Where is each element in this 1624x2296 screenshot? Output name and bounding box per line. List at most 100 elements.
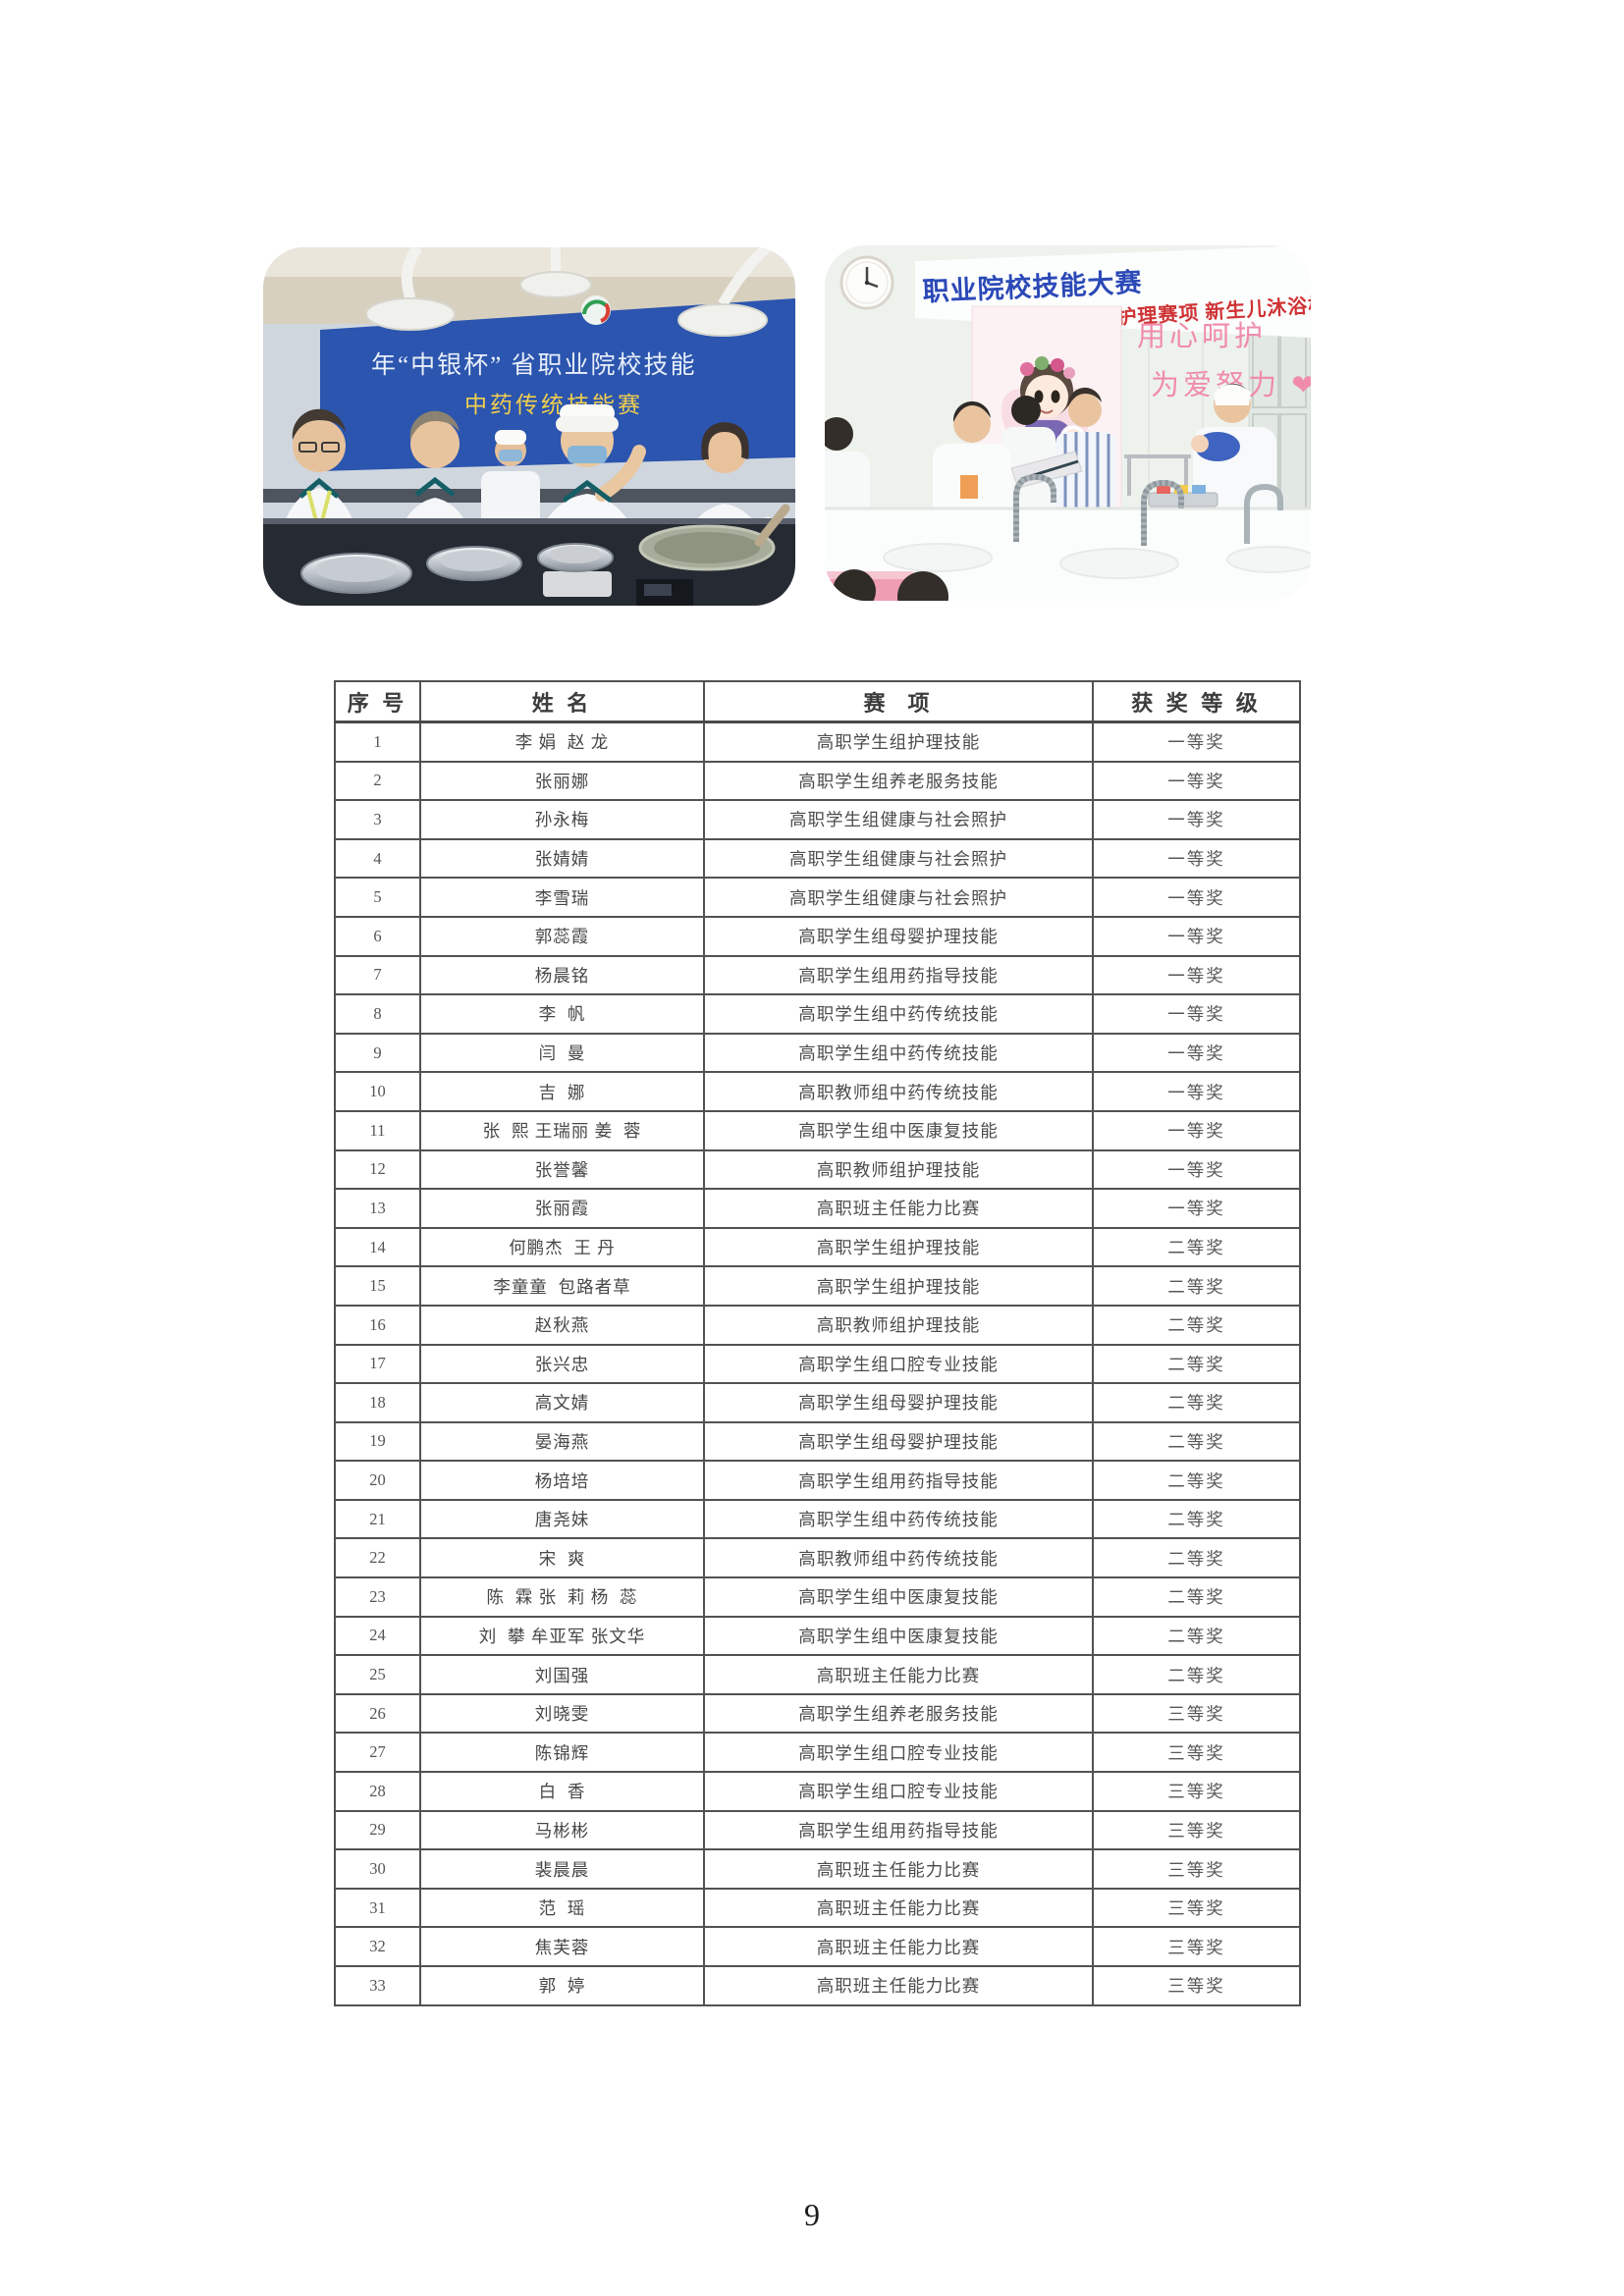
cell-name: 赵秋燕 (419, 1304, 705, 1346)
cell-no: 32 (334, 1926, 421, 1967)
cell-award: 二等奖 (1092, 1304, 1301, 1346)
table-row: 30 裴晨晨 高职班主任能力比赛 三等奖 (334, 1848, 1301, 1890)
table-row: 9 闫 曼 高职学生组中药传统技能 一等奖 (334, 1032, 1301, 1074)
cell-name: 张兴忠 (419, 1343, 705, 1385)
table-row: 13 张丽霞 高职班主任能力比赛 一等奖 (334, 1188, 1301, 1229)
cell-award: 一等奖 (1092, 1032, 1301, 1074)
cell-name: 陈 霖 张 莉 杨 蕊 (419, 1576, 705, 1618)
cell-event: 高职班主任能力比赛 (703, 1887, 1094, 1929)
cell-event: 高职教师组护理技能 (703, 1304, 1094, 1346)
cell-no: 24 (334, 1615, 421, 1657)
cell-award: 三等奖 (1092, 1848, 1301, 1890)
bathing-counter (825, 473, 1311, 601)
cell-event: 高职学生组母婴护理技能 (703, 915, 1094, 957)
lab-extraction-lamps (365, 247, 771, 337)
cell-award: 一等奖 (1092, 1148, 1301, 1191)
cell-name: 李雪瑞 (419, 877, 705, 918)
left-banner-text-1: 年“中银杯” 省职业院校技能 (371, 351, 696, 379)
cell-award: 二等奖 (1092, 1615, 1301, 1657)
page-number: 9 (804, 2197, 820, 2232)
left-banner-text-2: 中药传统技能赛 (464, 393, 643, 417)
table-row: 15 李童童 包路者草 高职学生组护理技能 二等奖 (334, 1265, 1301, 1307)
cell-no: 33 (334, 1965, 421, 2006)
cell-no: 7 (334, 954, 421, 996)
cell-award: 二等奖 (1092, 1343, 1301, 1385)
cell-no: 10 (334, 1071, 421, 1112)
header-event: 赛 项 (703, 680, 1094, 723)
cell-no: 21 (334, 1498, 421, 1540)
cell-award: 三等奖 (1092, 1926, 1301, 1967)
cell-name: 孙永梅 (419, 799, 705, 840)
table-row: 17 张兴忠 高职学生组口腔专业技能 二等奖 (334, 1343, 1301, 1385)
table-row: 16 赵秋燕 高职教师组护理技能 二等奖 (334, 1304, 1301, 1346)
cell-no: 31 (334, 1887, 421, 1929)
cell-name: 刘晓雯 (419, 1692, 705, 1735)
cell-event: 高职学生组护理技能 (703, 1226, 1094, 1268)
table-row: 19 晏海燕 高职学生组母婴护理技能 二等奖 (334, 1420, 1301, 1463)
cell-award: 一等奖 (1092, 760, 1301, 802)
cell-event: 高职学生组护理技能 (703, 721, 1094, 763)
cell-award: 二等奖 (1092, 1576, 1301, 1618)
cell-event: 高职学生组中医康复技能 (703, 1109, 1094, 1151)
cell-no: 26 (334, 1692, 421, 1735)
cell-event: 高职班主任能力比赛 (703, 1926, 1094, 1967)
cell-no: 12 (334, 1148, 421, 1191)
table-row: 6 郭蕊霞 高职学生组母婴护理技能 一等奖 (334, 915, 1301, 957)
header-no: 序 号 (334, 680, 421, 723)
cell-name: 宋 爽 (419, 1537, 705, 1579)
cell-name: 高文婧 (419, 1382, 705, 1423)
cell-no: 30 (334, 1848, 421, 1890)
cell-event: 高职学生组健康与社会照护 (703, 877, 1094, 918)
cell-no: 2 (334, 760, 421, 802)
cell-name: 杨培培 (419, 1460, 705, 1501)
table-row: 27 陈锦辉 高职学生组口腔专业技能 三等奖 (334, 1732, 1301, 1774)
cell-name: 范 瑶 (419, 1887, 705, 1929)
cell-award: 一等奖 (1092, 1071, 1301, 1112)
table-row: 4 张婧婧 高职学生组健康与社会照护 一等奖 (334, 837, 1301, 880)
cell-name: 刘国强 (419, 1654, 705, 1695)
steel-bowls (300, 504, 790, 606)
cell-name: 刘 攀 牟亚军 张文华 (419, 1615, 705, 1657)
cell-name: 吉 娜 (419, 1071, 705, 1112)
cell-name: 晏海燕 (419, 1420, 705, 1463)
cell-event: 高职学生组母婴护理技能 (703, 1420, 1094, 1463)
table-row: 23 陈 霖 张 莉 杨 蕊 高职学生组中医康复技能 二等奖 (334, 1576, 1301, 1618)
cell-name: 张丽娜 (419, 760, 705, 802)
cell-event: 高职班主任能力比赛 (703, 1188, 1094, 1229)
cell-award: 一等奖 (1092, 877, 1301, 918)
cell-event: 高职学生组用药指导技能 (703, 1809, 1094, 1851)
cell-no: 25 (334, 1654, 421, 1695)
cell-no: 5 (334, 877, 421, 918)
cell-name: 闫 曼 (419, 1032, 705, 1074)
cell-name: 李童童 包路者草 (419, 1265, 705, 1307)
cell-name: 马彬彬 (419, 1809, 705, 1851)
cell-no: 27 (334, 1732, 421, 1774)
cell-award: 三等奖 (1092, 1887, 1301, 1929)
table-row: 32 焦芙蓉 高职班主任能力比赛 三等奖 (334, 1926, 1301, 1967)
cell-award: 二等奖 (1092, 1226, 1301, 1268)
cell-event: 高职班主任能力比赛 (703, 1848, 1094, 1890)
cell-event: 高职学生组口腔专业技能 (703, 1771, 1094, 1812)
cell-event: 高职班主任能力比赛 (703, 1965, 1094, 2006)
cell-event: 高职学生组母婴护理技能 (703, 1382, 1094, 1423)
photo-left-scene: 年“中银杯” 省职业院校技能 中药传统技能赛 (263, 247, 795, 606)
cell-name: 张丽霞 (419, 1188, 705, 1229)
cell-name: 郭蕊霞 (419, 915, 705, 957)
cell-no: 29 (334, 1809, 421, 1851)
table-row: 20 杨培培 高职学生组用药指导技能 二等奖 (334, 1460, 1301, 1501)
photo-left-tcm-contest: 年“中银杯” 省职业院校技能 中药传统技能赛 (263, 247, 795, 606)
cell-no: 9 (334, 1032, 421, 1074)
cell-no: 19 (334, 1420, 421, 1463)
cell-event: 高职学生组中药传统技能 (703, 1032, 1094, 1074)
cell-no: 23 (334, 1576, 421, 1618)
cell-award: 一等奖 (1092, 1188, 1301, 1229)
cell-no: 20 (334, 1460, 421, 1501)
cell-name: 张婧婧 (419, 837, 705, 880)
cell-no: 17 (334, 1343, 421, 1385)
table-row: 31 范 瑶 高职班主任能力比赛 三等奖 (334, 1887, 1301, 1929)
cell-no: 18 (334, 1382, 421, 1423)
cell-no: 11 (334, 1109, 421, 1151)
table-row: 28 白 香 高职学生组口腔专业技能 三等奖 (334, 1771, 1301, 1812)
cell-award: 二等奖 (1092, 1537, 1301, 1579)
cell-no: 16 (334, 1304, 421, 1346)
